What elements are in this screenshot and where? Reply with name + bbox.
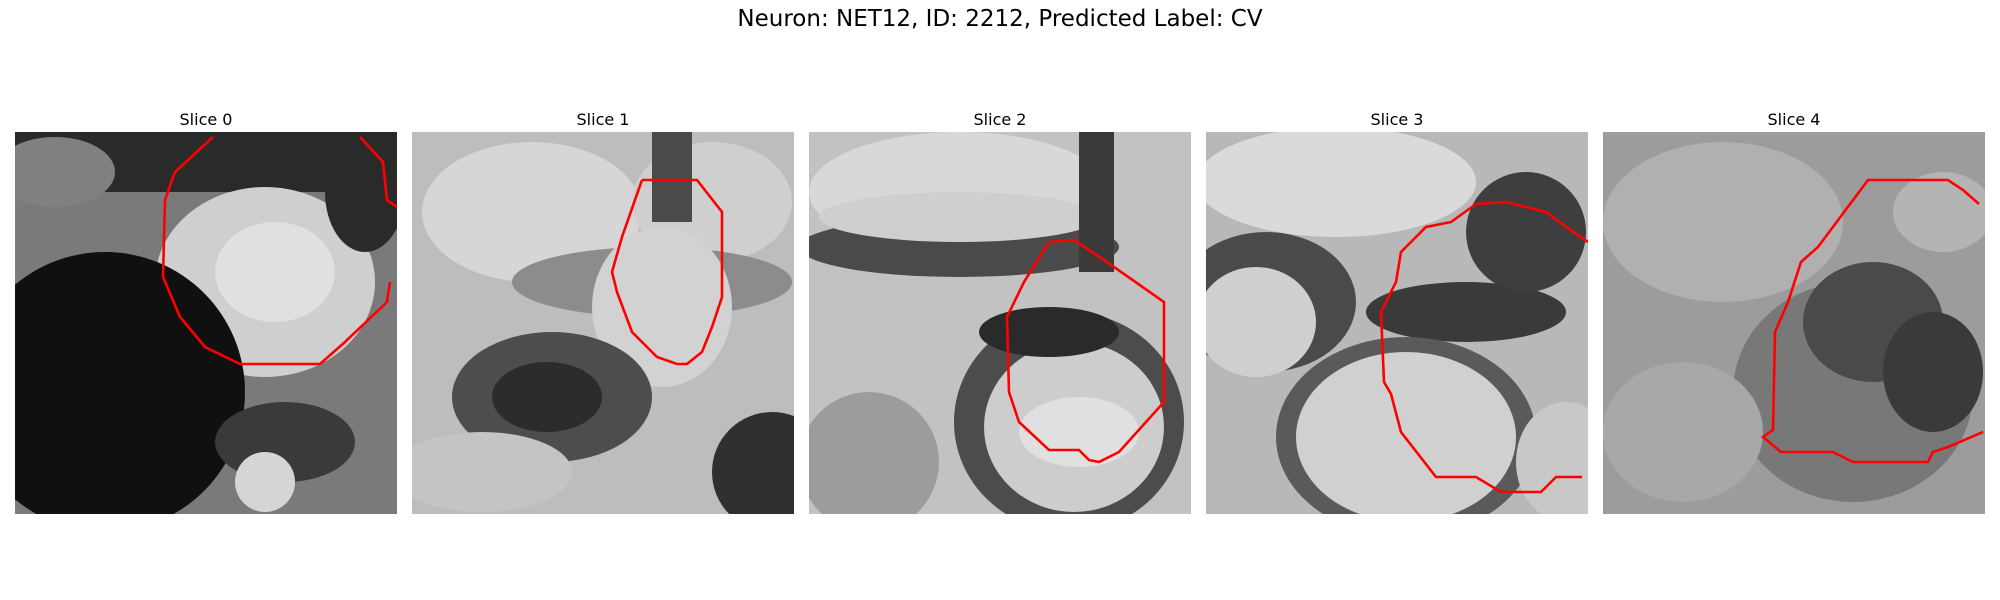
roi-contour-1 [610, 178, 724, 366]
figure-title: Neuron: NET12, ID: 2212, Predicted Label… [737, 6, 1263, 32]
roi-contour-2 [1005, 238, 1166, 464]
roi-contour-0b [359, 136, 397, 209]
roi-contour-3 [1379, 200, 1588, 494]
slice-title-1: Slice 1 [576, 110, 630, 129]
slice-image-0 [15, 132, 397, 514]
slice-panel-4: Slice 4 [1603, 108, 1985, 514]
slice-image-4 [1603, 132, 1985, 514]
slice-panel-1: Slice 1 [412, 108, 794, 514]
roi-contour-4 [1760, 178, 1984, 464]
slice-image-1 [412, 132, 794, 514]
roi-contour-0 [161, 136, 392, 366]
slice-title-2: Slice 2 [973, 110, 1027, 129]
slice-image-2 [809, 132, 1191, 514]
slice-title-3: Slice 3 [1370, 110, 1424, 129]
slice-image-3 [1206, 132, 1588, 514]
slice-panel-0: Slice 0 [15, 108, 397, 514]
slice-title-0: Slice 0 [179, 110, 233, 129]
slice-title-4: Slice 4 [1767, 110, 1821, 129]
slice-panel-2: Slice 2 [809, 108, 1191, 514]
slice-panel-3: Slice 3 [1206, 108, 1588, 514]
